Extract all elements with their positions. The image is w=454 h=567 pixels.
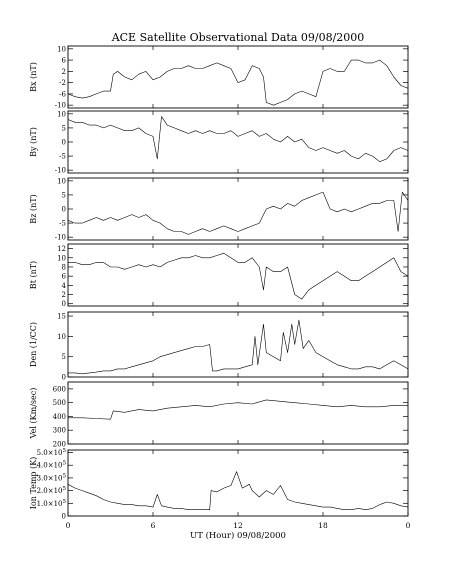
y-tick-label: 600 [53,385,66,393]
y-tick-label: 5 [62,191,66,199]
series-line [67,471,409,510]
panel-5: 15 10 5 0 Den (1/CC) [29,311,409,382]
panel-frame [67,449,409,517]
y-tick-label: -10 [55,234,66,242]
y-tick-label: 0 [62,206,66,214]
y-tick-label: 0 [62,374,66,382]
x-tick-label: 0 [406,521,411,530]
y-axis-label: Bt (nT) [29,261,38,289]
x-tick-label: 0 [66,521,71,530]
panel-1: 10 6 2 -2 -6 -10 Bx (nT) [29,45,409,110]
y-tick-label: 200 [53,441,66,449]
y-tick-label: 5 [62,124,66,132]
x-tick-label: 12 [233,521,243,530]
y-tick-label: -5 [59,220,66,228]
panel-frame [67,243,409,307]
panel-frame [67,45,409,109]
series-line [68,319,409,375]
y-tick-label: 0 [62,300,66,308]
x-tick-label: 18 [318,521,328,530]
y-tick-label: -2 [59,79,66,87]
y-tick-label: 1.0×105 [37,499,67,508]
y-axis-label: By (nT) [29,127,38,157]
y-tick-label: 10 [57,254,66,262]
series-line [67,116,409,162]
y-axis-label: Vel (Km/sec) [29,388,38,440]
y-tick-label: 10 [57,333,66,341]
x-tick-label: 6 [151,521,156,530]
y-tick-label: 2.0×105 [37,486,67,495]
y-axis-label: Bx (nT) [29,62,38,92]
y-tick-label: 10 [57,110,66,118]
panel-frame [67,381,409,445]
y-tick-label: -6 [59,90,66,98]
y-axis-label: Bz (nT) [29,194,38,223]
series-line [68,399,408,420]
y-tick-label: 6 [62,273,67,281]
chart-title: ACE Satellite Observational Data 09/08/2… [111,31,365,44]
y-axis-label: Den (1/CC) [29,322,38,367]
y-tick-label: 4 [62,282,67,290]
y-tick-label: 10 [57,45,66,53]
y-tick-label: 10 [57,177,66,185]
y-tick-label: -10 [55,167,66,175]
series-line [68,252,409,300]
panels: 10 6 2 -2 -6 -10 Bx (nT) 10 5 0 -5 -10 By (nT) 10 5 0 -5… [29,45,409,521]
panel-6: 600 500 400 300 200 Vel (Km/sec) [29,381,409,449]
panel-2: 10 5 0 -5 -10 By (nT) [29,110,409,175]
y-tick-label: -5 [59,153,66,161]
y-tick-label: 2 [62,291,66,299]
y-tick-label: 3.0×105 [37,473,67,482]
y-tick-label: 0 [62,139,66,147]
y-tick-label: 0 [62,513,66,521]
y-tick-label: -10 [55,102,66,110]
series-line [67,191,409,235]
y-tick-label: 6 [62,57,67,65]
y-tick-label: 12 [57,245,66,253]
panel-frame [67,177,409,241]
y-tick-label: 400 [53,413,66,421]
panel-frame [67,110,409,174]
y-tick-label: 500 [53,399,66,407]
y-tick-label: 5 [62,353,66,361]
y-tick-label: 300 [53,427,66,435]
panel-3: 10 5 0 -5 -10 Bz (nT) [29,177,409,242]
y-tick-label: 5.0×105 [37,448,67,457]
series-line [67,59,409,106]
x-axis: 0 6 12 18 0 [66,521,411,530]
y-axis-label: Ion Temp (K) [29,457,38,510]
y-tick-label: 8 [62,263,66,271]
y-tick-label: 2 [62,68,66,76]
y-tick-label: 15 [57,313,66,321]
panel-7: 5.0×105 4.0×105 3.0×105 2.0×105 1.0×105 0 Ion … [29,448,409,521]
x-axis-label: UT (Hour) 09/08/2000 [190,530,286,541]
panel-frame [67,311,409,378]
y-tick-label: 4.0×105 [37,461,67,470]
